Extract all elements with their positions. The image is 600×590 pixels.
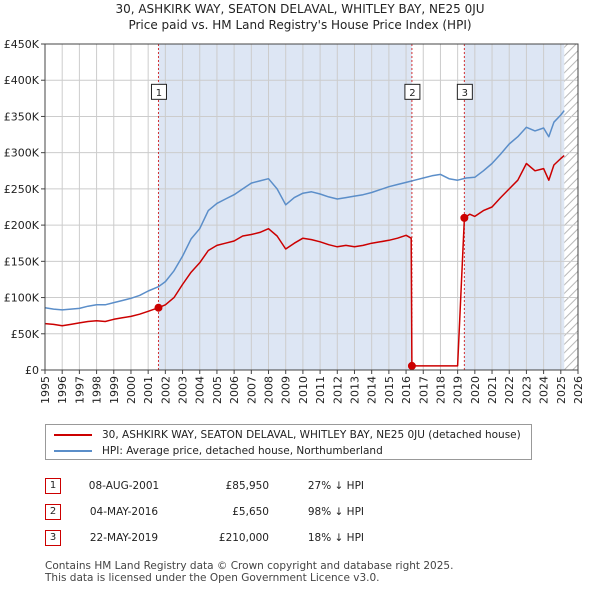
sale-hpi-diff: 18% ↓ HPI — [307, 532, 364, 544]
y-tick-label: £50K — [11, 328, 40, 341]
x-tick-label: 2007 — [245, 376, 258, 404]
legend-swatch-hpi — [54, 450, 92, 452]
footer-line-1: Contains HM Land Registry data © Crown c… — [45, 560, 454, 572]
sale-number-badge: 1 — [45, 478, 61, 494]
sales-table: 1 08-AUG-2001 £85,950 27% ↓ HPI 2 04-MAY… — [45, 473, 364, 551]
y-tick-label: £100K — [4, 292, 40, 305]
sale-point — [460, 213, 469, 222]
legend-label-price: 30, ASHKIRK WAY, SEATON DELAVAL, WHITLEY… — [102, 429, 521, 441]
y-tick-label: £0 — [25, 364, 39, 377]
x-tick-label: 2013 — [348, 376, 361, 404]
x-tick-label: 2005 — [211, 376, 224, 404]
x-tick-label: 2004 — [194, 376, 207, 404]
x-tick-label: 2009 — [280, 376, 293, 404]
sale-point — [407, 361, 416, 370]
x-tick-label: 2003 — [177, 376, 190, 404]
x-tick-label: 2026 — [572, 376, 585, 404]
footer-line-2: This data is licensed under the Open Gov… — [45, 572, 380, 584]
plot-frame — [44, 43, 579, 371]
sale-price: £85,950 — [225, 480, 269, 492]
sale-date: 08-AUG-2001 — [88, 480, 160, 492]
table-row: 2 04-MAY-2016 £5,650 98% ↓ HPI — [45, 499, 364, 525]
shaded-period — [464, 44, 565, 370]
sale-label: 1 — [156, 88, 162, 99]
legend-item-price: 30, ASHKIRK WAY, SEATON DELAVAL, WHITLEY… — [54, 427, 521, 443]
sale-point — [154, 303, 163, 312]
x-tick-label: 2018 — [434, 376, 447, 404]
sale-label: 3 — [462, 88, 468, 99]
sale-number-badge: 3 — [45, 530, 61, 546]
hpi-line — [44, 110, 565, 311]
x-tick-label: 2010 — [297, 376, 310, 404]
x-tick-label: 2001 — [142, 376, 155, 404]
sale-number-badge: 2 — [45, 504, 61, 520]
y-tick-label: £350K — [4, 110, 40, 123]
legend-label-hpi: HPI: Average price, detached house, Nort… — [102, 445, 383, 457]
x-tick-label: 1999 — [108, 376, 121, 404]
x-tick-label: 2025 — [555, 376, 568, 404]
sale-price: £210,000 — [218, 532, 269, 544]
x-tick-label: 2017 — [417, 376, 430, 404]
x-tick-label: 2011 — [314, 376, 327, 404]
y-tick-label: £400K — [4, 74, 40, 87]
x-tick-label: 1996 — [56, 376, 69, 404]
sale-date: 22-MAY-2019 — [89, 532, 159, 544]
table-row: 3 22-MAY-2019 £210,000 18% ↓ HPI — [45, 525, 364, 551]
chart-title-line2: Price paid vs. HM Land Registry's House … — [128, 18, 472, 32]
sale-label-box — [150, 83, 167, 100]
y-tick-label: £250K — [4, 183, 40, 196]
x-tick-label: 2019 — [452, 376, 465, 404]
chart-title-line1: 30, ASHKIRK WAY, SEATON DELAVAL, WHITLEY… — [115, 2, 485, 16]
x-tick-label: 2014 — [366, 376, 379, 404]
price-paid-line — [44, 155, 565, 367]
x-tick-label: 2008 — [263, 376, 276, 404]
shaded-period — [158, 44, 412, 370]
x-tick-label: 1998 — [91, 376, 104, 404]
sale-price: £5,650 — [232, 506, 269, 518]
sale-label-box — [404, 83, 421, 100]
footer-copyright: Contains HM Land Registry data © Crown c… — [45, 560, 453, 584]
sale-label: 2 — [409, 88, 415, 99]
x-tick-label: 2012 — [331, 376, 344, 404]
sale-hpi-diff: 98% ↓ HPI — [307, 506, 364, 518]
x-tick-label: 2006 — [228, 376, 241, 404]
x-tick-label: 2002 — [159, 376, 172, 404]
x-tick-label: 1995 — [39, 376, 52, 404]
price-chart: 1 2 3 £0 £50K £100K £150K £200K £250K £300K £350K… — [4, 38, 585, 404]
legend-swatch-price — [54, 434, 92, 436]
sale-label-box — [456, 83, 473, 100]
x-tick-label: 2022 — [503, 376, 516, 404]
x-tick-label: 2024 — [538, 376, 551, 404]
y-tick-label: £150K — [4, 255, 40, 268]
x-tick-label: 2000 — [125, 376, 138, 404]
sale-date: 04-MAY-2016 — [89, 506, 159, 518]
y-tick-label: £300K — [4, 147, 40, 160]
x-tick-label: 1997 — [73, 376, 86, 404]
legend-item-hpi: HPI: Average price, detached house, Nort… — [54, 443, 383, 459]
sale-hpi-diff: 27% ↓ HPI — [307, 480, 364, 492]
hatched-forecast-region — [564, 44, 578, 370]
x-tick-label: 2023 — [520, 376, 533, 404]
y-tick-label: £200K — [4, 219, 40, 232]
x-tick-label: 2021 — [486, 376, 499, 404]
chart-legend: 30, ASHKIRK WAY, SEATON DELAVAL, WHITLEY… — [45, 424, 532, 460]
x-tick-label: 2015 — [383, 376, 396, 404]
table-row: 1 08-AUG-2001 £85,950 27% ↓ HPI — [45, 473, 364, 499]
x-tick-label: 2020 — [469, 376, 482, 404]
y-tick-label: £450K — [4, 38, 40, 51]
x-tick-label: 2016 — [400, 376, 413, 404]
